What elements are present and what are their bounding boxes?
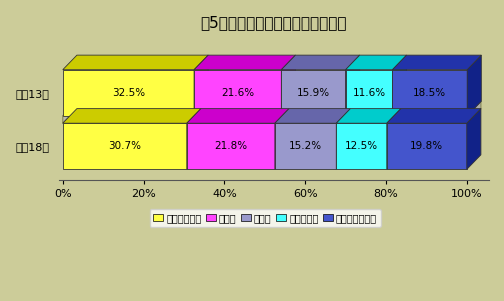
Polygon shape (275, 109, 350, 123)
Polygon shape (393, 55, 481, 70)
Polygon shape (63, 101, 77, 123)
Polygon shape (281, 55, 295, 116)
Polygon shape (194, 55, 295, 70)
Polygon shape (281, 55, 360, 70)
Polygon shape (336, 109, 350, 169)
Polygon shape (63, 101, 481, 116)
Polygon shape (393, 55, 407, 116)
Polygon shape (194, 55, 208, 116)
Polygon shape (275, 109, 289, 169)
Text: 18.5%: 18.5% (413, 88, 447, 98)
Polygon shape (336, 123, 387, 169)
Polygon shape (346, 55, 407, 70)
Polygon shape (346, 70, 393, 116)
Polygon shape (275, 123, 336, 169)
Polygon shape (393, 70, 467, 116)
Polygon shape (467, 109, 481, 169)
Polygon shape (187, 109, 201, 169)
Text: 15.2%: 15.2% (289, 141, 322, 151)
Title: 図5　産業大分類別企業数の構成比: 図5 産業大分類別企業数の構成比 (201, 15, 347, 30)
Polygon shape (336, 109, 401, 123)
Polygon shape (63, 109, 201, 123)
Polygon shape (63, 70, 194, 116)
Text: 19.8%: 19.8% (410, 141, 444, 151)
Text: 11.6%: 11.6% (352, 88, 386, 98)
Text: 21.8%: 21.8% (214, 141, 247, 151)
Polygon shape (281, 70, 346, 116)
Polygon shape (387, 123, 467, 169)
Text: 21.6%: 21.6% (221, 88, 254, 98)
Polygon shape (387, 109, 401, 169)
Polygon shape (387, 109, 481, 123)
Polygon shape (194, 70, 281, 116)
Polygon shape (187, 109, 289, 123)
Polygon shape (63, 123, 187, 169)
Text: 32.5%: 32.5% (112, 88, 145, 98)
Legend: 卸売・小売業, 建設業, 製造業, サービス業, 左記以外の産業: 卸売・小売業, 建設業, 製造業, サービス業, 左記以外の産業 (150, 209, 381, 227)
Text: 12.5%: 12.5% (345, 141, 378, 151)
Text: 15.9%: 15.9% (297, 88, 330, 98)
Text: 30.7%: 30.7% (108, 141, 141, 151)
Polygon shape (187, 123, 275, 169)
Polygon shape (63, 116, 467, 123)
Polygon shape (63, 55, 208, 70)
Polygon shape (467, 101, 481, 123)
Polygon shape (346, 55, 360, 116)
Polygon shape (63, 109, 481, 123)
Polygon shape (467, 55, 481, 116)
